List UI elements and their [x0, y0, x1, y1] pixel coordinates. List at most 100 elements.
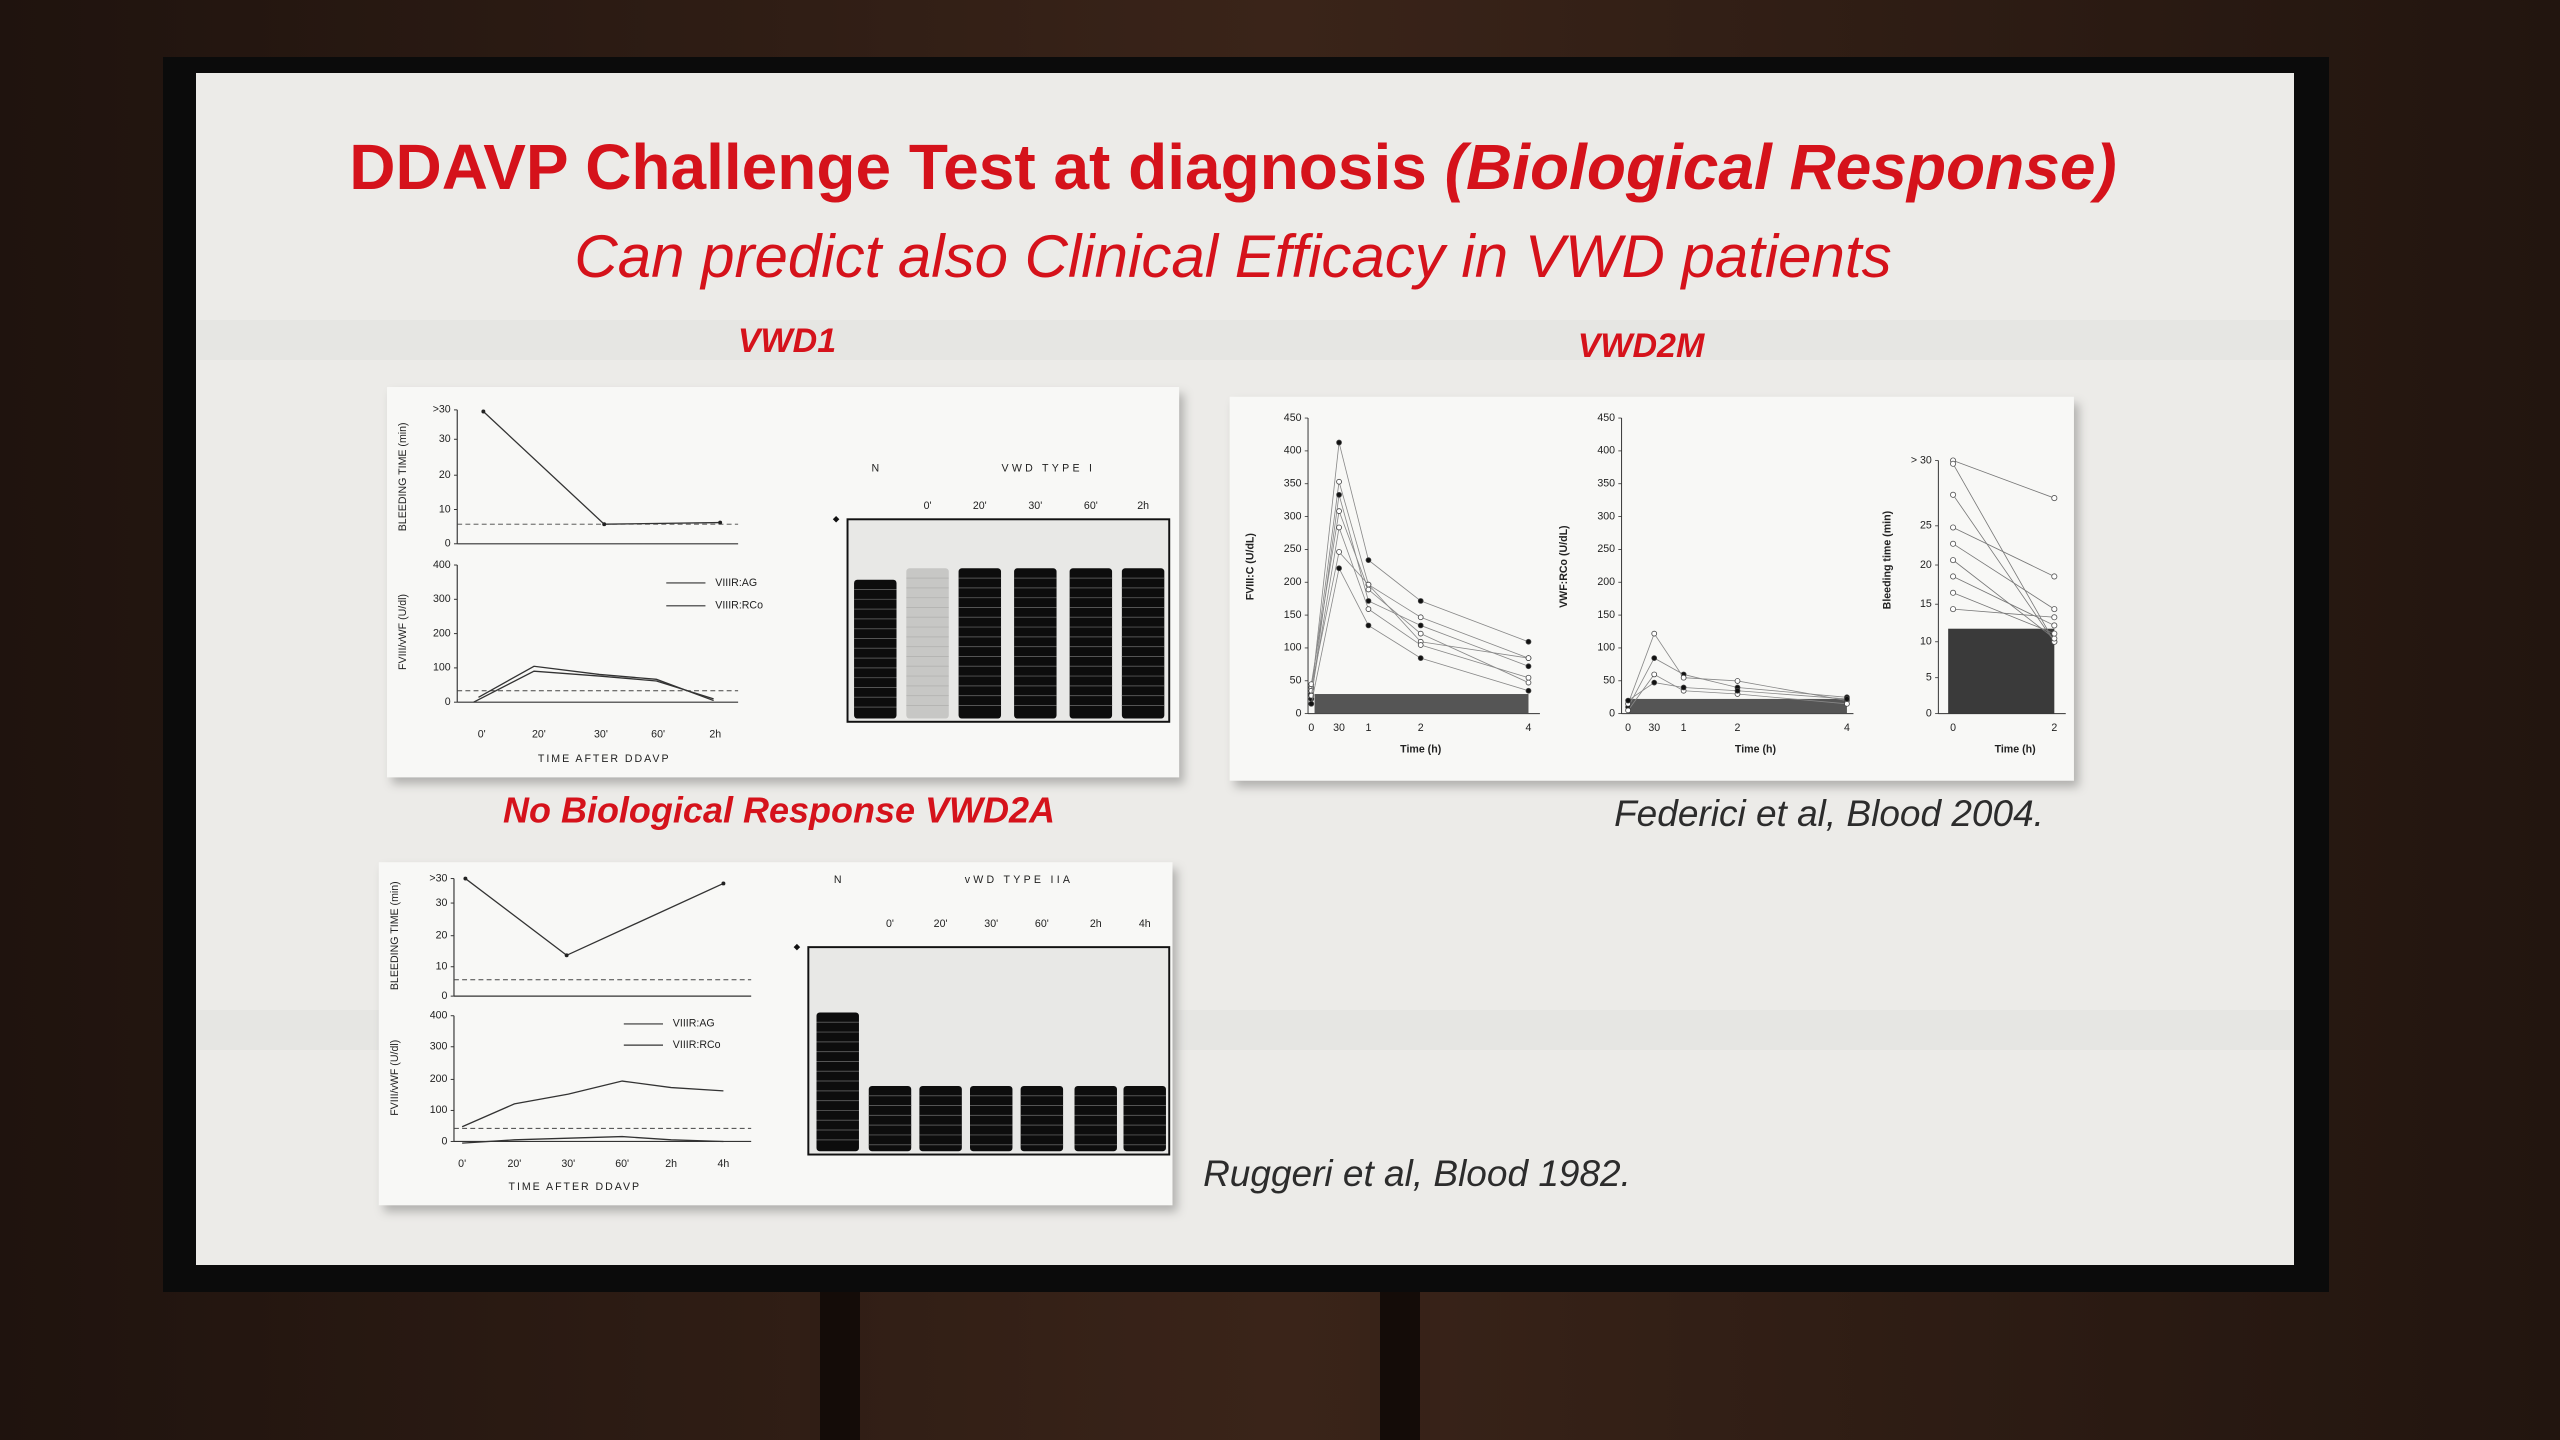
point — [1336, 491, 1342, 498]
point — [1950, 573, 1957, 580]
x-axis-label: TIME AFTER DDAVP — [538, 753, 671, 765]
gel-label: N — [834, 874, 842, 886]
y-tick-label: 100 — [1284, 642, 1302, 654]
point — [1417, 622, 1424, 629]
y-axis-label: VWF:RCo (U/dL) — [1558, 525, 1570, 608]
y-tick-label: 300 — [433, 593, 451, 605]
point — [1525, 638, 1532, 645]
x-axis-label: Time (h) — [1995, 743, 2036, 755]
point — [463, 876, 468, 881]
point — [1365, 598, 1372, 604]
citation: Federici et al, Blood 2004. — [1614, 793, 2044, 834]
y-tick-label: 10 — [1920, 636, 1932, 648]
y-tick-label: 350 — [1597, 478, 1615, 490]
x-tick-label: 30' — [561, 1158, 575, 1170]
gel-lane-label: 4h — [1139, 918, 1151, 930]
x-axis-label: Time (h) — [1400, 743, 1441, 755]
shaded-range — [1948, 628, 2055, 714]
slide-subtitle: Can predict also Clinical Efficacy in VW… — [574, 223, 1891, 290]
y-tick-label: 0 — [442, 990, 448, 1002]
y-axis-label: BLEEDING TIME (min) — [397, 422, 409, 531]
citation: Ruggeri et al, Blood 1982. — [1203, 1153, 1631, 1194]
x-tick-label: 0' — [478, 729, 486, 741]
gel — [846, 518, 1171, 723]
point — [1417, 598, 1424, 604]
gel-lane — [1121, 568, 1165, 719]
y-tick-label: >30 — [433, 404, 451, 416]
point — [1365, 557, 1372, 563]
gel-lane-label: 0' — [924, 500, 932, 512]
x-tick-label: 0 — [1308, 722, 1314, 734]
patient-line — [1953, 608, 2055, 618]
point — [1336, 524, 1342, 531]
patient-line — [1952, 543, 2055, 610]
x-tick-label: 2h — [665, 1158, 677, 1170]
point — [1417, 642, 1424, 648]
gel-lane — [958, 568, 1002, 719]
factor-curve — [461, 1080, 724, 1128]
y-tick-label: 300 — [1284, 510, 1302, 522]
x-tick-label: 0' — [458, 1158, 466, 1170]
y-tick-label: 20 — [1920, 559, 1932, 571]
gel-title: VWD TYPE I — [1001, 462, 1095, 474]
point — [1651, 630, 1658, 637]
y-tick-label: > 30 — [1911, 454, 1932, 466]
patient-line — [1952, 559, 2055, 639]
x-tick-label: 4 — [1844, 722, 1850, 734]
y-tick-label: 250 — [1597, 543, 1615, 555]
point — [2051, 622, 2058, 629]
point — [1308, 700, 1315, 707]
y-axis-label: FVIII:C (U/dL) — [1245, 533, 1257, 600]
y-tick-label: 15 — [1920, 598, 1932, 610]
point — [2051, 635, 2058, 642]
y-axis-label: BLEEDING TIME (min) — [389, 881, 401, 990]
x-tick-label: 20' — [532, 729, 546, 741]
x-tick-label: 30' — [594, 729, 608, 741]
patient-line — [1952, 463, 2055, 642]
point — [2051, 495, 2058, 502]
gel-title: vWD TYPE IIA — [965, 874, 1074, 886]
shaded-range — [1628, 698, 1847, 714]
gel-lane-label: 60' — [1035, 918, 1049, 930]
title-emphasis: (Biological Response) — [1445, 131, 2117, 203]
point — [1365, 586, 1372, 593]
y-tick-label: 200 — [1284, 576, 1302, 588]
point — [1525, 687, 1532, 694]
point — [1417, 614, 1424, 621]
x-axis-label: Time (h) — [1735, 743, 1776, 755]
point — [1844, 700, 1850, 707]
point — [1525, 679, 1532, 686]
point — [1950, 524, 1957, 531]
legend-label: VIIIR:RCo — [673, 1039, 721, 1051]
point — [1950, 589, 1957, 596]
point — [1525, 663, 1532, 670]
x-tick-label: 60' — [615, 1158, 629, 1170]
y-tick-label: 100 — [433, 662, 451, 674]
point — [1680, 684, 1687, 691]
x-tick-label: 0 — [1625, 722, 1631, 734]
gel-lane — [1069, 568, 1113, 719]
point — [1417, 630, 1424, 637]
y-axis-label: Bleeding time (min) — [1882, 511, 1894, 609]
y-tick-label: 0 — [445, 696, 451, 708]
screen-band — [196, 320, 2294, 360]
gel-lane — [906, 568, 949, 719]
gel-lane-label: 0' — [886, 918, 894, 930]
y-tick-label: 20 — [439, 469, 451, 481]
y-tick-label: 0 — [1609, 707, 1615, 719]
y-tick-label: 400 — [1284, 445, 1302, 457]
y-tick-label: 200 — [1597, 576, 1615, 588]
point — [1950, 557, 1957, 564]
gel-lane — [816, 1012, 859, 1152]
point — [1365, 606, 1372, 612]
patient-line — [1952, 576, 2055, 626]
gel-lane-label: 20' — [973, 500, 987, 512]
y-tick-label: 150 — [1597, 609, 1615, 621]
point — [1651, 671, 1658, 678]
y-axis-label: FVIII/vWF (U/dl) — [389, 1040, 401, 1116]
y-tick-label: 400 — [433, 559, 451, 571]
y-tick-label: 200 — [430, 1073, 448, 1085]
point — [1336, 478, 1342, 485]
